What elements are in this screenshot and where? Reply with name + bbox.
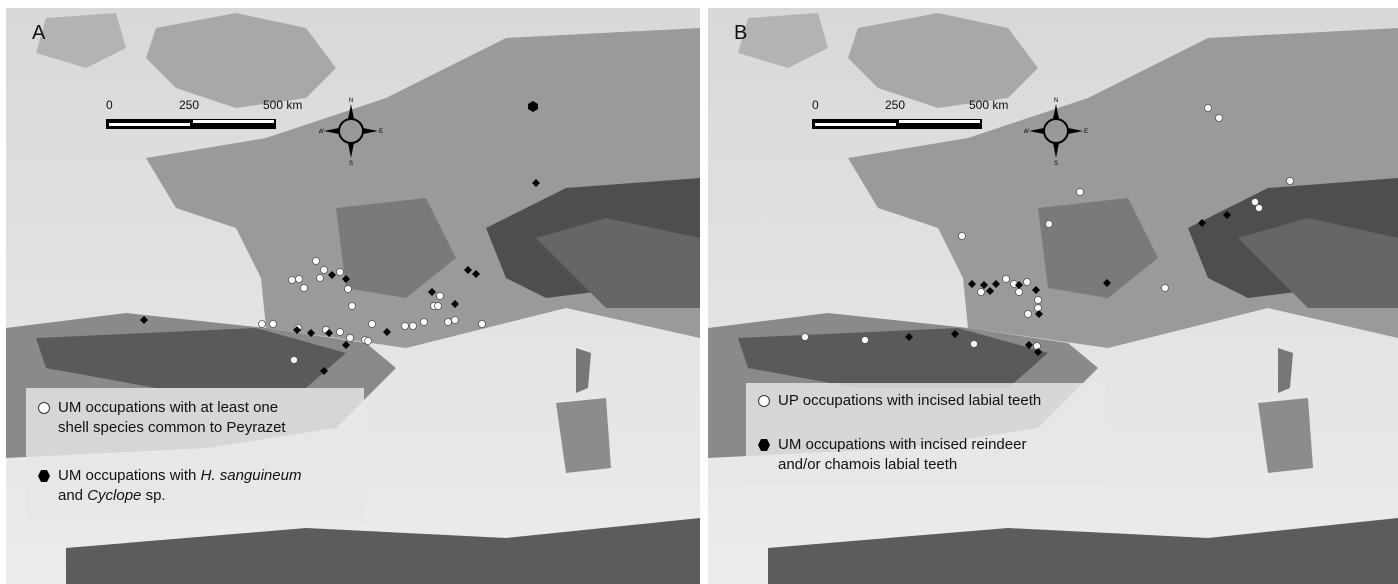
sites-black-b (905, 211, 1231, 356)
scale-bar-graphic (106, 119, 276, 129)
legend-text: UM occupations with incised reindeer (778, 436, 1027, 453)
svg-text:W: W (1024, 129, 1029, 135)
panel-label-b: B (734, 22, 748, 44)
scale-label-500: 500 km (969, 98, 1009, 112)
scale-bar-graphic (812, 119, 982, 129)
legend-item-black-b: UM occupations with incised reindeer and… (758, 435, 1026, 475)
compass-rose-icon: N S W E (318, 96, 383, 167)
scale-label-0: 0 (812, 98, 819, 112)
scale-bar-a: 0 250 500 km (106, 98, 302, 138)
svg-text:S: S (1054, 161, 1058, 166)
scale-label-250: 250 (179, 98, 200, 112)
scale-label-500: 500 km (263, 98, 303, 112)
sites-white-a (258, 257, 486, 364)
black-hexagon-icon (38, 470, 50, 482)
legend-a: UM occupations with at least one shell s… (26, 388, 364, 522)
white-circle-icon (38, 402, 50, 414)
legend-item-white-b: UP occupations with incised labial teeth (758, 391, 1041, 411)
svg-text:N: N (349, 98, 353, 104)
scale-label-250: 250 (885, 98, 906, 112)
legend-text: UM occupations with at least one (58, 399, 279, 416)
black-hexagon-icon (758, 439, 770, 451)
panel-label-a: A (32, 22, 46, 44)
svg-text:S: S (349, 161, 353, 166)
legend-b: UP occupations with incised labial teeth… (746, 383, 1106, 483)
map-panel-b: B 0 250 500 km N S W E UP occupations wi… (708, 8, 1398, 584)
legend-text: and/or chamois labial teeth (778, 456, 958, 473)
scale-bar-b: 0 250 500 km (812, 98, 1008, 138)
svg-text:E: E (1084, 129, 1088, 135)
legend-item-black-a: UM occupations with H. sanguineum and Cy… (38, 466, 301, 506)
legend-text: shell species common to Peyrazet (58, 419, 286, 436)
white-circle-icon (758, 395, 770, 407)
svg-text:W: W (319, 129, 324, 135)
svg-text:N: N (1054, 98, 1058, 104)
svg-text:E: E (379, 129, 383, 135)
map-panel-a: A 0 250 500 km N S W E UM occupations wi… (6, 8, 700, 584)
compass-rose-icon: N S W E (1023, 96, 1088, 167)
scale-label-0: 0 (106, 98, 113, 112)
sites-black-a (140, 101, 540, 375)
legend-text: UP occupations with incised labial teeth (778, 392, 1042, 409)
terrain-map-b (708, 8, 1398, 584)
legend-item-white-a: UM occupations with at least one shell s… (38, 398, 286, 438)
